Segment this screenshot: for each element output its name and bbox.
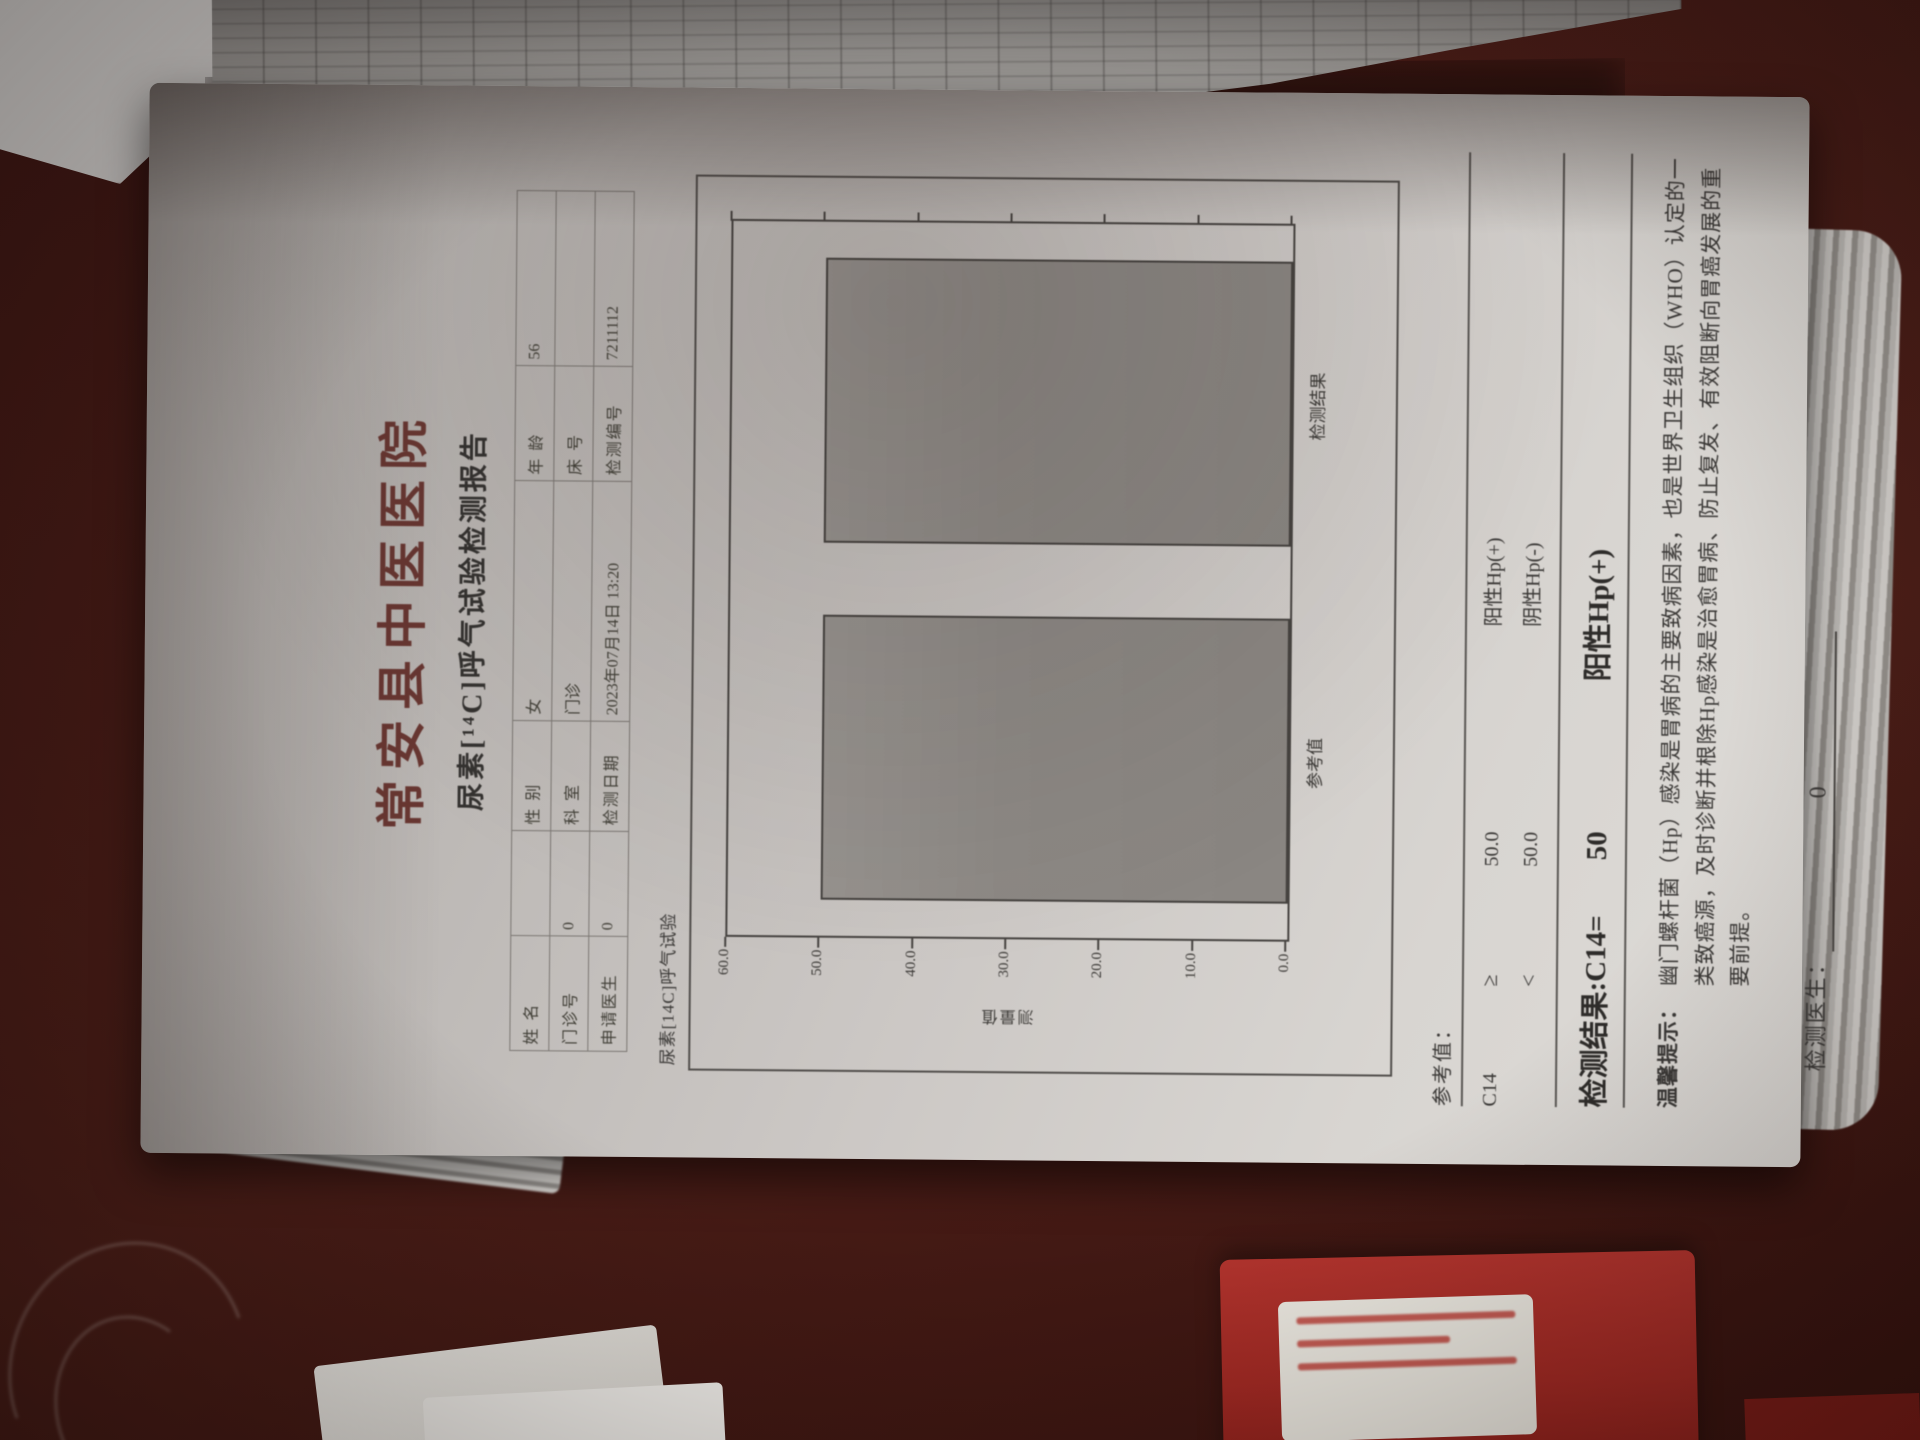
hospital-name: 常安县中医医院 — [373, 409, 433, 831]
patient-label-cell: 科 室 — [550, 721, 591, 832]
report-page: 常安县中医医院 尿素[¹⁴C]呼气试验检测报告 姓 名性 别女年 龄 56 门诊号 0… — [140, 82, 1838, 1168]
patient-value-cell: 56 — [515, 190, 557, 367]
axis-tick-mark — [823, 211, 826, 222]
axis-tick-label: 10.0 — [1182, 952, 1199, 980]
chart-caption: 尿素[14C]呼气试验 — [658, 912, 679, 1066]
result-line: 检测结果:C14= 50 阳性Hp(+) — [1571, 153, 1621, 1108]
axis-tick-label: 20.0 — [1089, 952, 1106, 979]
patient-info-table: 姓 名性 别女年 龄 56 门诊号 0 科 室门诊床 号申请医生 0 检测日期 2023年07… — [509, 190, 635, 1052]
axis-tick-mark — [910, 938, 913, 949]
report-document: 常安县中医医院 尿素[¹⁴C]呼气试验检测报告 姓 名性 别女年 龄 56 门诊号 0… — [140, 83, 1838, 1167]
signature-label: 检测医生： — [1803, 951, 1830, 1072]
chart-bar — [820, 614, 1291, 905]
axis-tick-mark — [730, 210, 733, 221]
patient-label-cell: 申请医生 — [587, 936, 628, 1052]
axis-tick-mark — [817, 937, 820, 948]
patient-value-cell: 2023年07月14日 13:20 — [590, 481, 632, 722]
axis-tick-label: 0.0 — [1275, 953, 1293, 973]
label-print-mark — [1297, 1356, 1517, 1371]
category-label: 参考值 — [1305, 737, 1326, 790]
red-box — [1219, 1250, 1700, 1440]
chart-plot-area — [725, 218, 1296, 942]
reference-value: 50.0 — [1519, 831, 1543, 867]
axis-tick-label: 60.0 — [715, 948, 733, 976]
patient-label-cell: 检测日期 — [589, 721, 630, 832]
signature-value: 0 — [1804, 631, 1838, 952]
axis-tick-mark — [1097, 940, 1100, 951]
axis-tick-label: 40.0 — [902, 950, 919, 977]
chart-bar — [824, 257, 1294, 548]
patient-label-cell: 年 龄 — [514, 365, 555, 482]
axis-tick-mark — [1284, 941, 1287, 952]
y-axis-title: 测量值 — [979, 1007, 1034, 1025]
tips-body: 幽门螺杆菌（Hp）感染是胃病的主要致病因素，也是世界卫生组织（WHO）认定的一类… — [1656, 157, 1754, 987]
patient-label-cell: 检测编号 — [592, 366, 633, 482]
label-print-mark — [1296, 1310, 1516, 1325]
patient-value-cell: 女 — [512, 480, 554, 722]
reference-name — [1535, 987, 1536, 1107]
reference-row: <50.0 阴性Hp(-) — [1512, 153, 1549, 1107]
category-label: 检测结果 — [1308, 372, 1329, 441]
reference-result: 阴性Hp(-) — [1522, 542, 1545, 627]
axis-tick-mark — [1190, 940, 1193, 951]
reference-rows: C14 ≥50.0 阳性Hp(+) <50.0 阴性Hp(-) — [1472, 94, 1549, 1165]
reference-value: 50.0 — [1480, 831, 1504, 867]
result-text: 阳性Hp(+) — [1582, 548, 1616, 682]
divider-rule — [1460, 152, 1472, 1107]
axis-tick-label: 30.0 — [995, 951, 1013, 978]
table-row: 申请医生 0 检测日期 2023年07月14日 13:20 检测编号 7211112 — [587, 191, 635, 1052]
patient-value-cell: 0 — [549, 831, 590, 937]
axis-tick-mark — [1010, 213, 1013, 224]
patient-value-cell: 0 — [588, 831, 629, 937]
patient-label-cell: 床 号 — [553, 366, 594, 482]
axis-tick-mark — [1103, 214, 1106, 225]
reference-heading: 参考值： — [1431, 1018, 1455, 1107]
bar-chart-figure: 60.0 50.0 40.0 30.0 20.0 10.0 0.0 参考值 检测结果 测量值 — [688, 174, 1400, 1077]
result-label: 检测结果:C14= — [1578, 915, 1613, 1108]
tips-paragraph: 温馨提示： 幽门螺杆菌（Hp）感染是胃病的主要致病因素，也是世界卫生组织（WHO… — [1651, 154, 1766, 1109]
reference-result: 阳性Hp(+) — [1483, 537, 1506, 627]
reference-name: C14 — [1478, 1073, 1502, 1107]
report-title: 尿素[¹⁴C]呼气试验检测报告 — [456, 430, 491, 812]
red-object-edge — [1744, 1392, 1920, 1440]
result-value: 50 — [1580, 831, 1614, 861]
axis-tick-label: 50.0 — [809, 949, 826, 976]
chart-axis-layer: 60.0 50.0 40.0 30.0 20.0 10.0 0.0 参考值 检测结果 — [690, 177, 1328, 1069]
patient-value-cell: 7211112 — [593, 191, 635, 368]
axis-tick-mark — [1004, 939, 1007, 950]
patient-value-cell — [510, 830, 551, 937]
tips-heading: 温馨提示： — [1655, 997, 1681, 1109]
red-box-label — [1277, 1294, 1538, 1440]
axis-tick-mark — [917, 212, 920, 223]
reference-row: C14 ≥50.0 阳性Hp(+) — [1473, 152, 1510, 1106]
patient-value-cell — [554, 191, 596, 367]
patient-label-cell: 性 别 — [511, 720, 552, 832]
axis-tick-mark — [724, 936, 727, 947]
patient-label-cell: 姓 名 — [509, 935, 550, 1052]
divider-rule — [1554, 153, 1566, 1108]
axis-tick-mark — [1290, 215, 1293, 226]
reference-operator: ≥ — [1476, 974, 1502, 987]
axis-tick-mark — [1197, 214, 1200, 225]
patient-label-cell: 门诊号 — [548, 936, 589, 1052]
label-print-mark — [1297, 1335, 1451, 1348]
divider-rule — [1622, 153, 1634, 1108]
reference-operator: < — [1515, 974, 1541, 987]
patient-value-cell: 门诊 — [551, 481, 593, 722]
